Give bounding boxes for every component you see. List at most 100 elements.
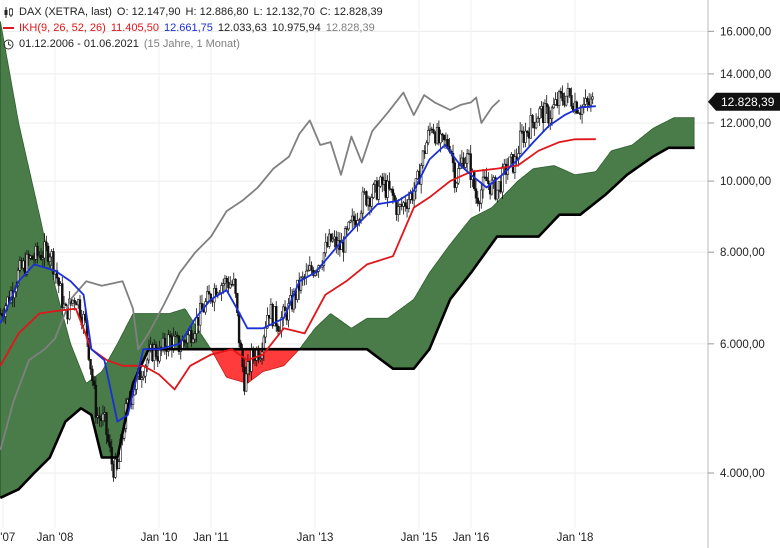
candle-body-down bbox=[520, 130, 524, 133]
candle-body-up bbox=[244, 373, 248, 392]
candlestick bbox=[547, 104, 550, 128]
candlestick bbox=[329, 233, 333, 243]
candle-body-up bbox=[496, 189, 499, 200]
candle-body-down bbox=[531, 115, 534, 123]
candlestick bbox=[372, 182, 375, 199]
candlestick bbox=[234, 278, 237, 298]
candle-body-down bbox=[64, 303, 68, 306]
candle-body-down bbox=[190, 330, 193, 343]
candlestick bbox=[94, 376, 98, 424]
candle-body-up bbox=[464, 162, 467, 168]
candlestick bbox=[446, 134, 449, 149]
candle-body-down bbox=[276, 325, 280, 332]
candle-body-down bbox=[36, 246, 39, 256]
candle-body-down bbox=[453, 162, 456, 188]
candle-body-down bbox=[57, 277, 60, 286]
candlestick bbox=[299, 275, 303, 294]
candlestick bbox=[107, 428, 110, 446]
candlestick bbox=[206, 285, 209, 304]
candle-body-down bbox=[478, 202, 481, 205]
candle-body-down bbox=[183, 340, 186, 342]
candle-body-down bbox=[110, 447, 113, 465]
candlestick bbox=[478, 200, 481, 212]
candle-body-down bbox=[46, 245, 50, 262]
candlestick bbox=[64, 302, 68, 306]
y-tick-label: 14.000,00 bbox=[720, 69, 771, 81]
candle-body-up bbox=[266, 315, 269, 329]
candlestick bbox=[404, 195, 407, 212]
candlestick bbox=[455, 181, 458, 193]
candle-body-down bbox=[485, 176, 488, 182]
candlestick bbox=[117, 458, 121, 469]
candle-body-down bbox=[388, 180, 391, 190]
candlestick bbox=[473, 169, 476, 191]
senkou-span-b-line bbox=[0, 146, 695, 499]
candlestick bbox=[549, 110, 552, 130]
candle-body-up bbox=[421, 150, 425, 166]
x-tick-label: Jan '16 bbox=[453, 532, 490, 544]
candle-body-down bbox=[0, 313, 4, 317]
candle-body-up bbox=[142, 375, 145, 379]
candle-body-down bbox=[108, 441, 112, 448]
candle-body-up bbox=[221, 283, 225, 286]
candle-body-up bbox=[564, 95, 568, 106]
x-tick-label: Jan '08 bbox=[37, 532, 74, 544]
candle-body-down bbox=[570, 95, 573, 107]
tenkan-sen-line bbox=[0, 105, 596, 423]
candle-body-down bbox=[252, 349, 255, 357]
candlestick bbox=[421, 150, 425, 169]
candle-body-up bbox=[292, 291, 296, 310]
y-tick-label: 16.000,00 bbox=[720, 26, 771, 38]
candle-body-down bbox=[55, 270, 59, 279]
candlestick bbox=[584, 89, 587, 107]
candlestick bbox=[306, 264, 310, 272]
candlestick bbox=[57, 276, 60, 294]
candlestick bbox=[101, 405, 105, 426]
candlestick bbox=[534, 113, 538, 130]
candlestick bbox=[200, 294, 204, 310]
candle-body-up bbox=[501, 166, 504, 193]
candle-body-down bbox=[176, 334, 179, 337]
candlestick bbox=[186, 332, 190, 349]
candle-body-up bbox=[206, 291, 209, 302]
candlestick bbox=[568, 87, 571, 99]
candle-body-down bbox=[568, 88, 571, 96]
candlestick bbox=[388, 172, 391, 191]
candlestick bbox=[91, 365, 94, 386]
candlestick bbox=[183, 339, 186, 347]
candlestick bbox=[236, 292, 239, 317]
candlestick bbox=[283, 300, 287, 311]
candlestick bbox=[223, 274, 227, 291]
candle-body-up bbox=[358, 219, 361, 221]
candle-body-down bbox=[98, 415, 101, 419]
candle-body-down bbox=[329, 233, 333, 242]
ikh-value-1: 11.405,50 bbox=[110, 22, 159, 34]
candlestick bbox=[207, 284, 211, 295]
candlestick bbox=[62, 295, 66, 310]
candle-body-down bbox=[237, 312, 241, 344]
candlestick bbox=[225, 275, 228, 290]
candlestick bbox=[427, 125, 430, 146]
candle-body-up bbox=[62, 303, 66, 309]
y-axis: 4.000,00 6.000,00 8.000,00 10.000,00 12.000,… bbox=[708, 26, 771, 480]
candle-body-up bbox=[16, 269, 20, 286]
candlestick bbox=[244, 366, 248, 392]
candle-body-up bbox=[41, 257, 45, 260]
candlestick bbox=[167, 329, 170, 357]
candle-body-down bbox=[487, 180, 490, 184]
candle-body-up bbox=[582, 103, 586, 107]
candlestick bbox=[476, 190, 479, 207]
ikh-value-2: 12.661,75 bbox=[163, 22, 213, 34]
candlestick bbox=[524, 122, 527, 148]
candlestick bbox=[158, 340, 161, 364]
candlestick bbox=[425, 140, 428, 155]
candle-body-up bbox=[549, 118, 552, 124]
candle-body-down bbox=[239, 342, 243, 349]
close-value: C: 12.828,39 bbox=[319, 6, 383, 18]
candle-body-up bbox=[259, 358, 262, 361]
candlestick bbox=[559, 87, 563, 99]
candle-body-down bbox=[586, 98, 589, 103]
candle-body-down bbox=[92, 380, 96, 386]
candlestick bbox=[343, 225, 347, 253]
